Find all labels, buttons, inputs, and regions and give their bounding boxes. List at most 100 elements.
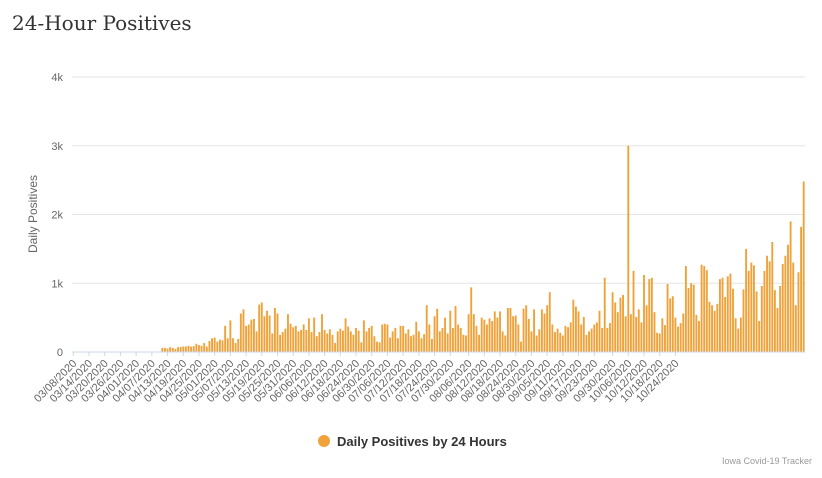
bar[interactable] xyxy=(315,336,318,352)
bar[interactable] xyxy=(169,347,172,352)
legend-item[interactable]: Daily Positives by 24 Hours xyxy=(318,434,507,449)
bar[interactable] xyxy=(797,272,800,352)
bar[interactable] xyxy=(187,345,190,352)
bar[interactable] xyxy=(218,339,221,352)
bar[interactable] xyxy=(163,347,166,352)
bar[interactable] xyxy=(611,292,614,352)
bar[interactable] xyxy=(784,255,787,352)
bar[interactable] xyxy=(650,277,653,352)
bar[interactable] xyxy=(742,289,745,352)
bar[interactable] xyxy=(499,311,501,352)
bar[interactable] xyxy=(399,325,402,352)
bar[interactable] xyxy=(695,314,698,352)
bar[interactable] xyxy=(465,335,467,353)
bar[interactable] xyxy=(753,265,755,352)
bar[interactable] xyxy=(635,316,638,352)
bar[interactable] xyxy=(708,301,711,352)
bar[interactable] xyxy=(321,314,323,352)
bar[interactable] xyxy=(171,347,174,352)
bar[interactable] xyxy=(763,270,766,352)
bar[interactable] xyxy=(664,325,666,352)
bar[interactable] xyxy=(174,348,177,352)
bar[interactable] xyxy=(789,221,792,352)
bar[interactable] xyxy=(368,327,371,352)
bar[interactable] xyxy=(488,318,491,352)
bar[interactable] xyxy=(161,347,164,352)
bar[interactable] xyxy=(336,331,339,352)
bar[interactable] xyxy=(449,310,452,352)
bar[interactable] xyxy=(451,327,454,352)
bar[interactable] xyxy=(737,328,740,352)
bar[interactable] xyxy=(339,328,342,352)
bar[interactable] xyxy=(658,333,661,352)
bar[interactable] xyxy=(305,330,308,352)
bar[interactable] xyxy=(389,337,392,352)
bar[interactable] xyxy=(771,242,774,352)
bar[interactable] xyxy=(347,326,350,352)
bar[interactable] xyxy=(323,330,326,352)
bar[interactable] xyxy=(431,338,433,352)
bar[interactable] xyxy=(313,317,316,352)
bar[interactable] xyxy=(273,308,276,352)
bar[interactable] xyxy=(404,333,407,352)
bar[interactable] xyxy=(192,346,195,352)
bar[interactable] xyxy=(739,317,742,352)
bar[interactable] xyxy=(564,325,567,352)
bar[interactable] xyxy=(551,324,554,353)
bar[interactable] xyxy=(679,323,682,352)
bar[interactable] xyxy=(729,273,732,352)
bar[interactable] xyxy=(334,343,337,352)
bar[interactable] xyxy=(669,298,672,352)
bar[interactable] xyxy=(415,321,418,352)
bar[interactable] xyxy=(342,330,344,352)
bar[interactable] xyxy=(331,334,334,352)
bar[interactable] xyxy=(433,316,436,352)
bar[interactable] xyxy=(190,346,193,353)
bar[interactable] xyxy=(485,324,488,353)
bar[interactable] xyxy=(438,331,441,352)
bar[interactable] xyxy=(645,305,648,352)
bar[interactable] xyxy=(454,305,457,352)
bar[interactable] xyxy=(420,338,423,352)
bar[interactable] xyxy=(407,329,410,352)
bar[interactable] xyxy=(787,244,789,352)
bar[interactable] xyxy=(666,283,669,352)
bar[interactable] xyxy=(716,303,719,352)
bar[interactable] xyxy=(567,327,570,352)
bar[interactable] xyxy=(234,343,237,352)
bar[interactable] xyxy=(543,313,546,353)
bar[interactable] xyxy=(423,334,426,352)
bar[interactable] xyxy=(776,308,779,352)
bar[interactable] xyxy=(318,332,321,352)
bar[interactable] xyxy=(247,324,250,353)
bar[interactable] xyxy=(705,270,708,352)
bar[interactable] xyxy=(747,270,750,352)
bar[interactable] xyxy=(538,329,541,352)
bar[interactable] xyxy=(577,311,580,352)
bar[interactable] xyxy=(373,336,376,352)
bar[interactable] xyxy=(480,317,483,352)
bar[interactable] xyxy=(381,324,384,353)
bar[interactable] xyxy=(768,261,771,352)
bar[interactable] xyxy=(226,338,229,352)
bar[interactable] xyxy=(734,318,737,352)
bar[interactable] xyxy=(619,297,622,352)
bar[interactable] xyxy=(462,334,465,352)
bar[interactable] xyxy=(585,334,588,352)
bar[interactable] xyxy=(268,315,271,352)
bar[interactable] xyxy=(182,346,185,353)
bar[interactable] xyxy=(177,347,179,352)
bar[interactable] xyxy=(601,327,604,352)
bar[interactable] xyxy=(726,276,729,352)
bar[interactable] xyxy=(561,335,564,353)
bar[interactable] xyxy=(281,332,284,352)
bar[interactable] xyxy=(509,308,512,352)
bar[interactable] xyxy=(279,334,282,352)
bar[interactable] xyxy=(640,322,643,352)
bar[interactable] xyxy=(391,331,394,352)
bar[interactable] xyxy=(781,264,784,352)
bar[interactable] xyxy=(289,323,292,352)
bar[interactable] xyxy=(198,345,200,352)
bar[interactable] xyxy=(546,305,549,352)
bar[interactable] xyxy=(297,331,300,352)
